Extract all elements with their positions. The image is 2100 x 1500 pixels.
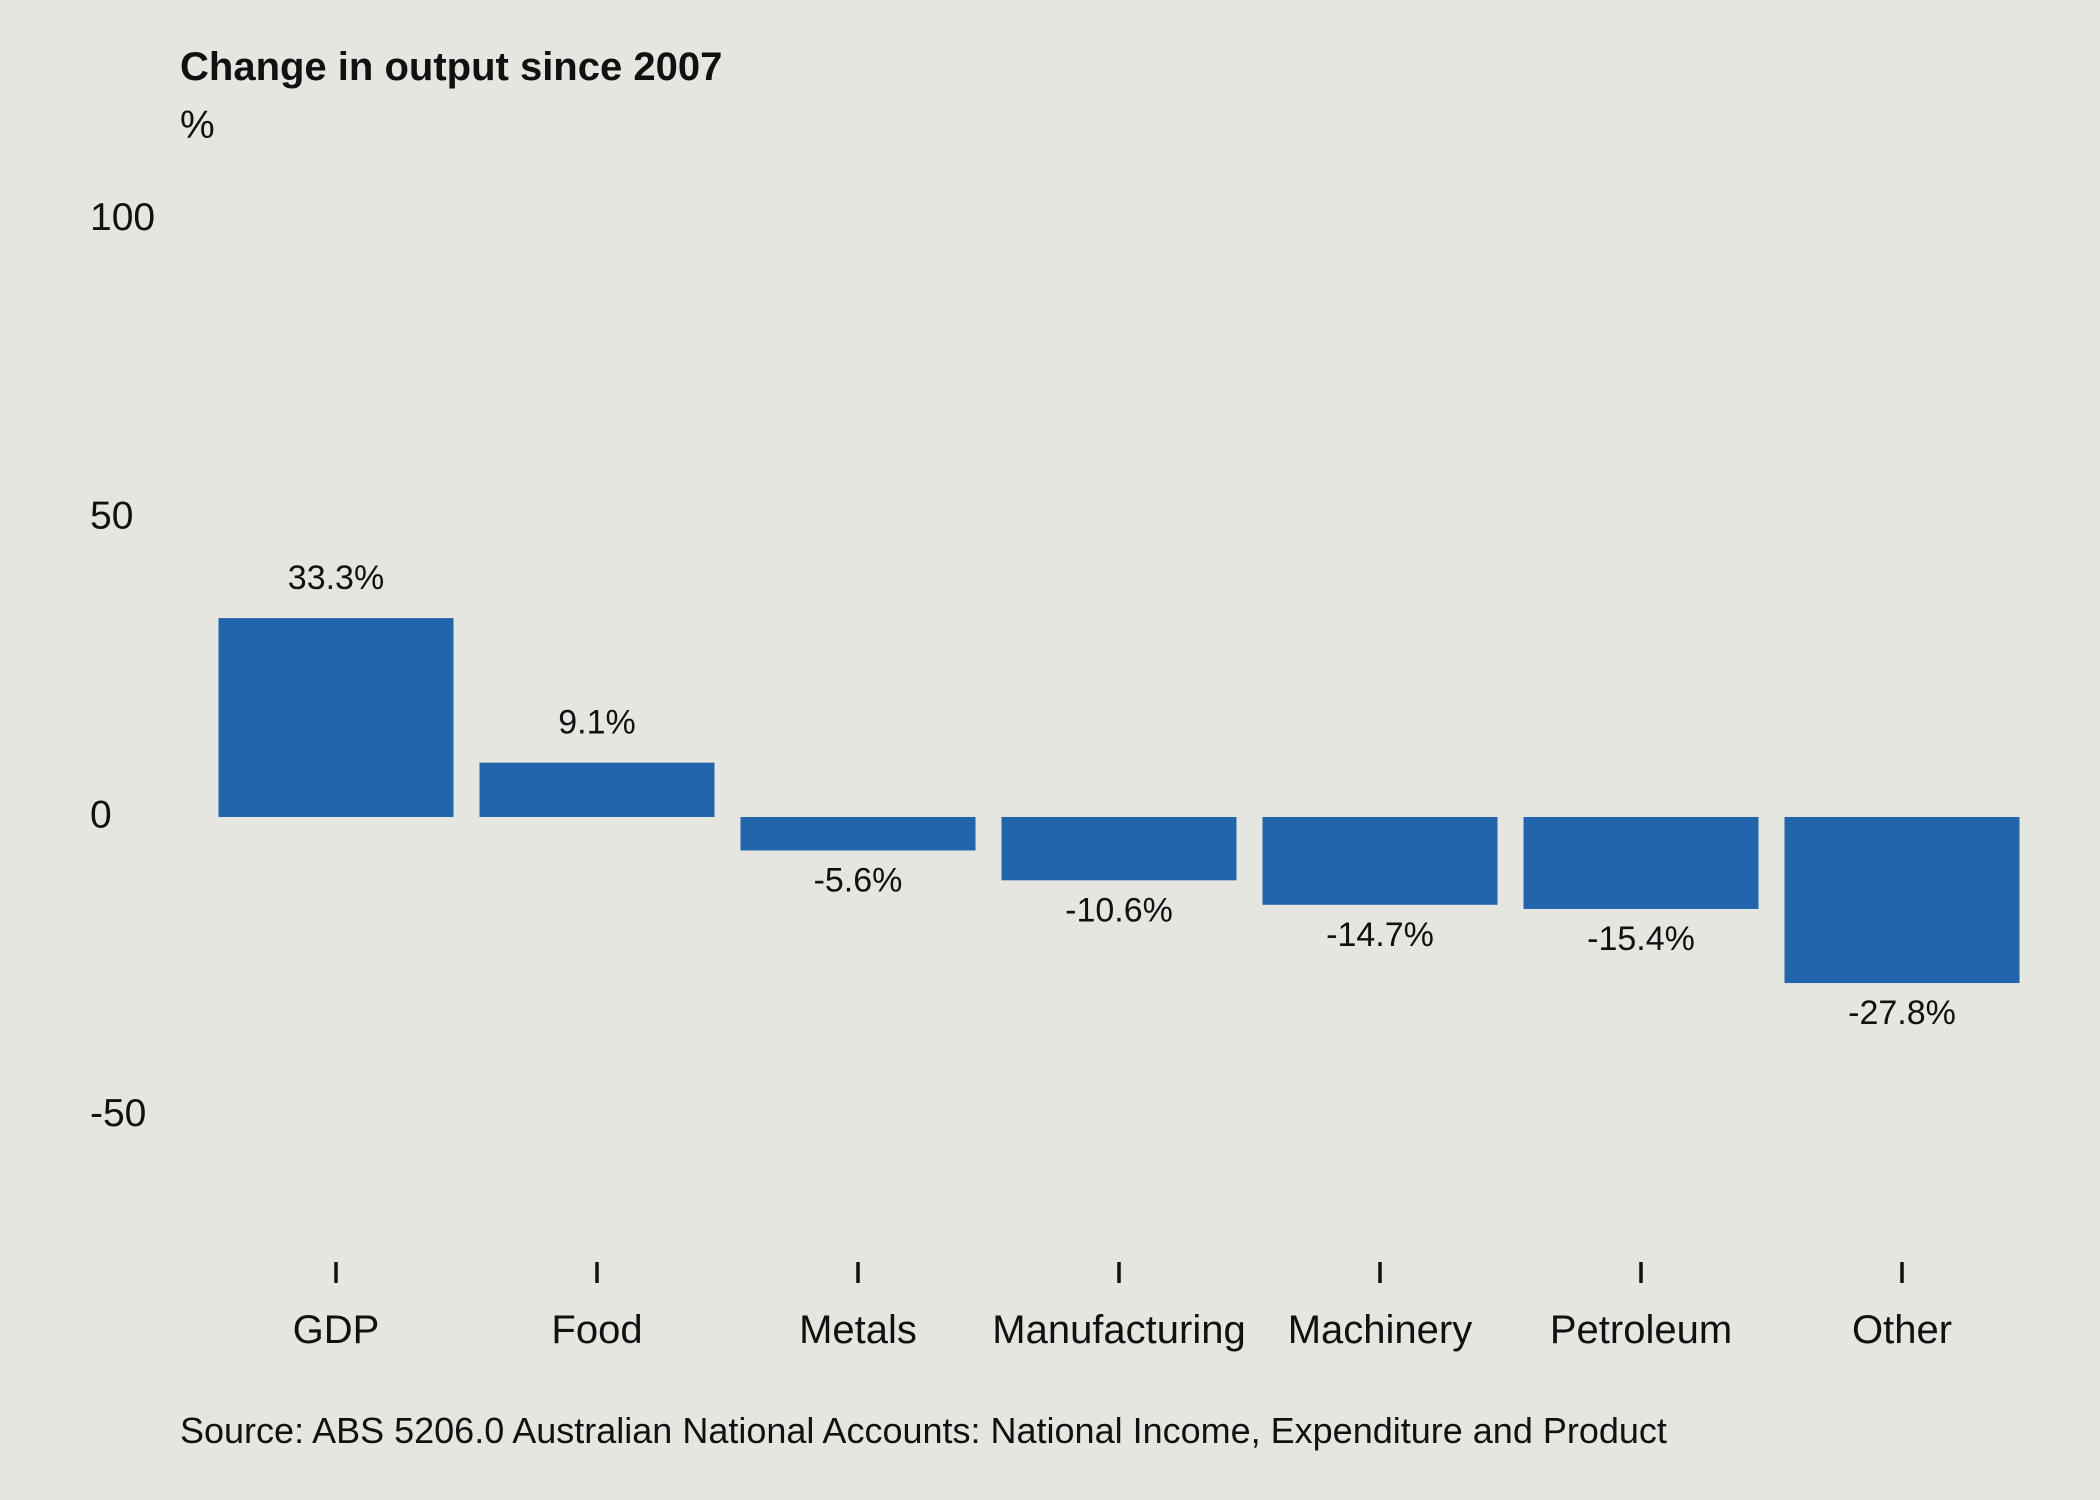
x-tick-label-petroleum: Petroleum	[1550, 1308, 1732, 1352]
y-tick-label: 0	[90, 793, 112, 836]
x-tick-label-metals: Metals	[799, 1308, 917, 1352]
y-tick-label: 100	[90, 196, 155, 239]
source-note: Source: ABS 5206.0 Australian National A…	[180, 1410, 1667, 1451]
data-label-gdp: 33.3%	[288, 559, 384, 597]
x-tick-label-manufacturing: Manufacturing	[992, 1308, 1245, 1352]
bar-food	[479, 762, 715, 817]
y-tick-label: 50	[90, 495, 133, 538]
data-label-other: -27.8%	[1848, 994, 1956, 1032]
data-label-machinery: -14.7%	[1326, 916, 1434, 954]
x-tick-label-food: Food	[551, 1308, 642, 1352]
bar-metals	[740, 816, 976, 851]
y-tick-label: -50	[90, 1092, 146, 1135]
x-axis-ticks: GDP Food Metals Manufacturing Machinery Petro…	[293, 1262, 1952, 1352]
x-tick-label-machinery: Machinery	[1288, 1308, 1473, 1352]
y-axis-label: %	[180, 104, 215, 147]
data-label-manufacturing: -10.6%	[1065, 891, 1173, 929]
y-axis-ticks: 100 50 0 -50	[90, 196, 155, 1135]
bar-petroleum	[1523, 816, 1759, 909]
bar-other	[1784, 816, 2020, 984]
bar-manufacturing	[1001, 816, 1237, 881]
data-label-petroleum: -15.4%	[1587, 920, 1695, 958]
data-labels: 33.3% 9.1% -5.6% -10.6% -14.7% -15.4% -27.8%	[288, 559, 1956, 1032]
bar-gdp	[218, 618, 454, 817]
x-tick-label-gdp: GDP	[293, 1308, 380, 1352]
x-tick-label-other: Other	[1852, 1308, 1952, 1352]
data-label-food: 9.1%	[558, 704, 636, 742]
bar-machinery	[1262, 816, 1498, 905]
bars	[218, 618, 2020, 984]
data-label-metals: -5.6%	[814, 861, 903, 899]
chart-title: Change in output since 2007	[180, 45, 722, 89]
